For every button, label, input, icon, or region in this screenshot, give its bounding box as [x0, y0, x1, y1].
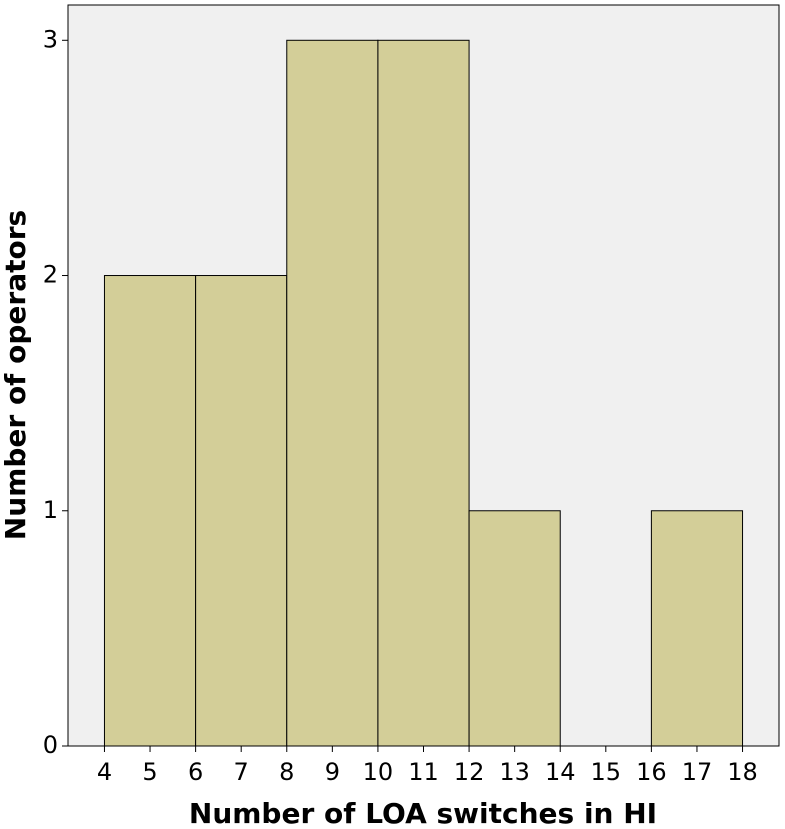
bar	[195, 275, 288, 747]
x-tick-label: 4	[97, 758, 112, 786]
bar	[103, 275, 197, 747]
x-tick-label: 6	[188, 758, 203, 786]
x-tick-label: 11	[408, 758, 439, 786]
x-tick-label: 15	[591, 758, 622, 786]
bar	[377, 39, 470, 747]
y-tick-label: 2	[43, 261, 58, 289]
x-tick-label: 17	[682, 758, 713, 786]
x-tick-label: 16	[636, 758, 667, 786]
x-tick-label: 7	[234, 758, 249, 786]
x-tick-label: 8	[279, 758, 294, 786]
y-axis-title: Number of operators	[0, 210, 32, 540]
x-tick-label: 12	[454, 758, 485, 786]
x-tick-label: 9	[325, 758, 340, 786]
y-tick-label: 1	[43, 496, 58, 524]
bar	[468, 510, 561, 747]
x-tick-label: 14	[545, 758, 576, 786]
x-tick-label: 5	[142, 758, 157, 786]
y-tick-label: 3	[43, 25, 58, 53]
bar	[650, 510, 744, 747]
x-tick-label: 13	[499, 758, 530, 786]
y-tick-label: 0	[43, 731, 58, 759]
x-axis-title: Number of LOA switches in HI	[189, 797, 657, 829]
bar	[286, 39, 379, 747]
x-tick-label: 18	[727, 758, 758, 786]
x-tick-label: 10	[363, 758, 394, 786]
